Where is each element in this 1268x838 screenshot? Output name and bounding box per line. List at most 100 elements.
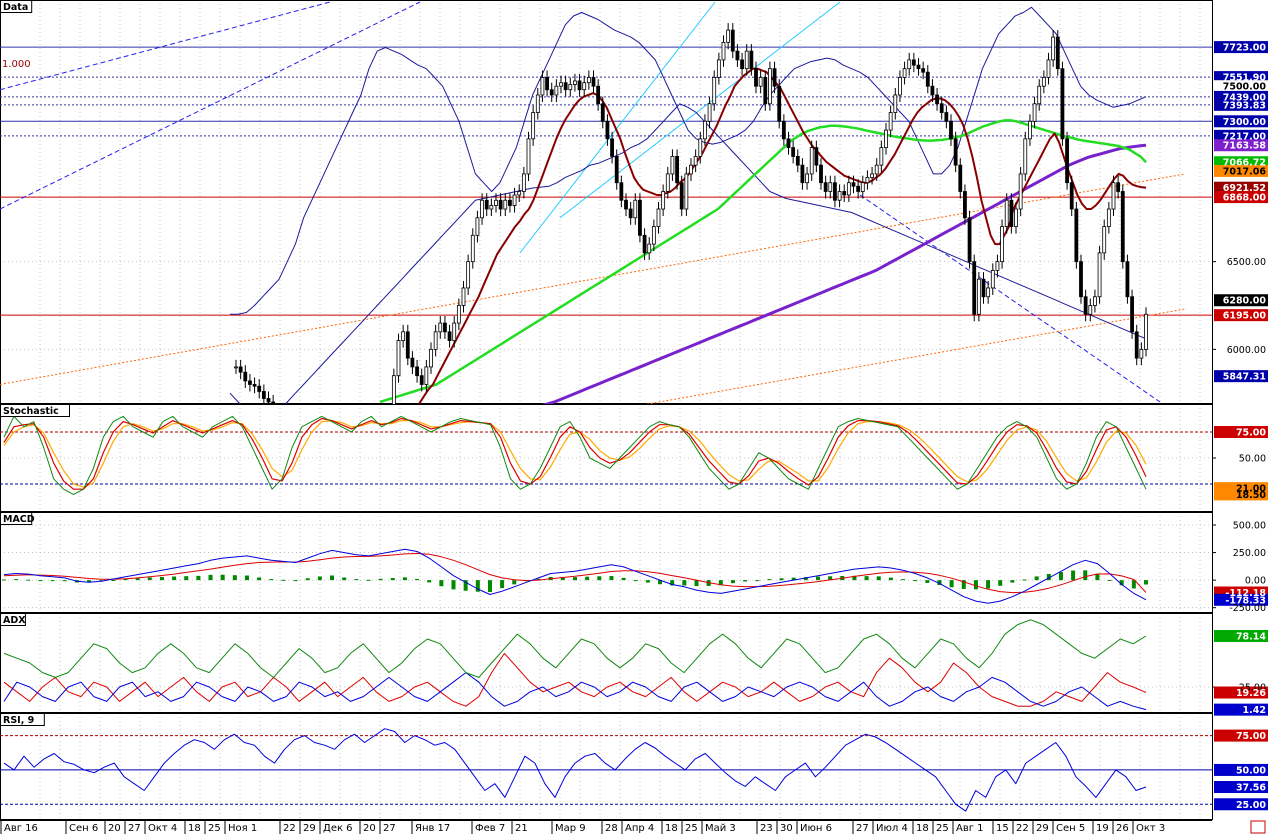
candle-body	[1037, 85, 1042, 105]
candle-body	[921, 68, 926, 73]
price-plot-area	[0, 1, 1186, 404]
candle-body	[911, 59, 916, 66]
macd-histogram-bar	[232, 575, 237, 581]
candle-body	[638, 199, 642, 236]
candle-body	[480, 199, 484, 219]
y-tick-label: -250.00	[1229, 603, 1266, 614]
candle-body	[684, 173, 689, 210]
x-tick-label: Апр 4	[625, 823, 654, 834]
x-tick-label: 22	[1016, 823, 1029, 834]
candle-body	[647, 243, 652, 254]
price-label-box	[1214, 181, 1268, 194]
candle-body	[549, 89, 554, 96]
candle-body	[703, 120, 707, 140]
candle-body	[749, 50, 754, 70]
price-label-box	[1214, 98, 1268, 111]
x-tick-label: Фев 7	[475, 823, 505, 834]
price-label-box	[1214, 729, 1268, 742]
macd-histogram-bar	[354, 579, 359, 581]
candle-body	[456, 305, 461, 324]
macd-histogram-bar	[305, 578, 310, 581]
candle-body	[972, 261, 977, 315]
macd-histogram-bar	[475, 580, 480, 592]
x-tick-label: Окт 4	[148, 823, 177, 834]
candle-body	[935, 94, 939, 105]
candle-body	[1009, 199, 1014, 227]
candle-body	[248, 380, 252, 385]
candle-body	[860, 182, 865, 192]
y-tick-label: 250.00	[1233, 548, 1266, 559]
candle-body	[754, 68, 758, 87]
macd-histogram-bar	[645, 580, 650, 583]
candle-body	[243, 371, 248, 382]
macd-histogram-bar	[1010, 580, 1015, 583]
candle-body	[967, 217, 972, 263]
panel-label-box	[0, 0, 33, 13]
candle-body	[856, 185, 861, 192]
candle-body	[893, 94, 898, 113]
candle-body	[823, 182, 828, 192]
candle-body	[800, 164, 805, 184]
macd-histogram-bar	[803, 577, 808, 581]
candle-body	[429, 348, 433, 368]
macd-histogram-bar	[815, 576, 820, 581]
candle-body	[266, 398, 271, 403]
candle-body	[707, 103, 712, 122]
candle-body	[698, 138, 703, 157]
candle-body	[1018, 173, 1023, 210]
price-label-text: 75.00	[1236, 428, 1266, 439]
candle-body	[865, 177, 870, 184]
candle-body	[234, 366, 238, 369]
x-tick-label: 19	[1096, 823, 1109, 834]
candle-body	[1116, 182, 1121, 192]
candle-body	[976, 278, 981, 315]
panel-price	[0, 0, 1268, 404]
macd-histogram-bar	[147, 577, 152, 581]
candle-body	[981, 278, 986, 298]
candle-body	[828, 182, 833, 192]
candle-body	[730, 29, 735, 52]
price-label-box	[1214, 781, 1268, 794]
candle-body	[582, 82, 587, 91]
candle-body	[628, 208, 633, 219]
bollinger-upper-band	[230, 6, 1147, 315]
candle-body	[995, 261, 1000, 271]
macd-histogram-bar	[2, 579, 6, 581]
candle-body	[531, 112, 536, 140]
candle-body	[930, 85, 935, 96]
price-label-text: 1.42	[1243, 705, 1266, 716]
candle-body	[1041, 77, 1046, 87]
price-label-box	[1214, 191, 1268, 204]
price-label-box	[1214, 798, 1268, 811]
macd-histogram-bar	[998, 580, 1003, 586]
macd-histogram-bar	[585, 576, 590, 581]
candle-body	[257, 385, 262, 392]
panel-label: MACD	[3, 514, 35, 525]
candle-body	[1069, 182, 1074, 210]
price-label-text: 6921.52	[1223, 183, 1266, 194]
candle-body	[819, 164, 823, 184]
candle-body	[870, 173, 874, 178]
macd-histogram-bar	[925, 580, 930, 583]
trend-line	[859, 194, 1161, 403]
price-label-text: 21.00	[1236, 484, 1266, 495]
candle-body	[1065, 138, 1069, 184]
price-label-text: 7017.06	[1223, 166, 1267, 177]
x-tick-label: 28	[605, 823, 618, 834]
x-tick-label: 27	[856, 823, 869, 834]
candle-body	[679, 182, 684, 210]
price-label-box	[1214, 593, 1268, 606]
candle-body	[777, 85, 782, 122]
price-label-text: 6868.00	[1223, 193, 1267, 204]
x-tick-label: 30	[780, 823, 793, 834]
panel-label-box	[0, 613, 26, 626]
price-label-text: 7393.83	[1223, 100, 1266, 111]
candle-body	[238, 366, 243, 373]
price-label-box	[1214, 370, 1268, 383]
macd-histogram-bar	[1022, 579, 1027, 581]
macd-histogram-bar	[621, 577, 626, 581]
rsi-line	[3, 728, 1147, 812]
panel-label-box	[0, 404, 70, 417]
